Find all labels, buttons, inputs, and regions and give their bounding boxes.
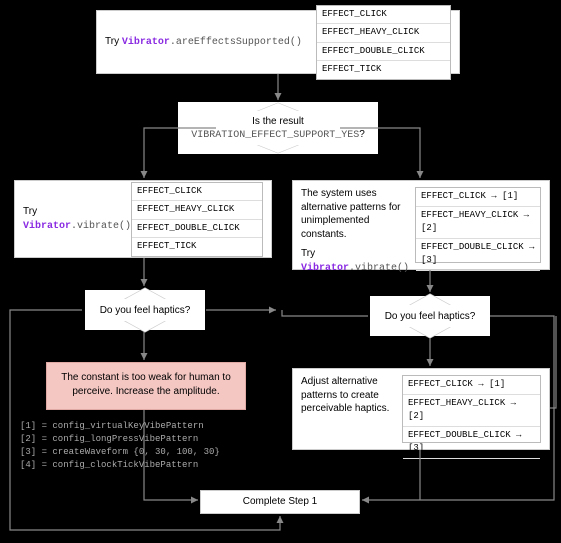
mv: [2] [408,411,424,421]
mk: EFFECT_HEAVY_CLICK [421,210,518,220]
decision-support-text: Is the result VIBRATION_EFFECT_SUPPORT_Y… [187,111,369,146]
map-row: EFFECT_TICK →[4] [416,271,540,289]
adjust-text: Adjust alternative patterns to create pe… [301,375,396,443]
mk: EFFECT_CLICK [421,191,486,201]
lbl: Try [301,248,315,259]
effects-map-2: EFFECT_CLICK → [1] EFFECT_HEAVY_CLICK → … [402,375,541,443]
effect-row: EFFECT_TICK [132,238,262,256]
mv: [1] [489,379,505,389]
mv: [1] [502,191,518,201]
effects-list-1: EFFECT_CLICK EFFECT_HEAVY_CLICK EFFECT_D… [316,5,451,80]
legend-4: [4] = config_clockTickVibePattern [20,459,220,472]
lbl: .vibrate() [71,221,131,232]
mv: [4] [478,462,494,472]
effect-row: EFFECT_DOUBLE_CLICK [132,220,262,239]
right-text: The system uses alternative patterns for… [301,187,409,263]
effect-row: EFFECT_CLICK [317,6,450,25]
map-row: EFFECT_CLICK → [1] [416,188,540,207]
lbl: Vibrator [301,263,349,274]
dec1-q: ? [359,129,365,140]
map-row: EFFECT_HEAVY_CLICK → [2] [416,207,540,239]
mv: [2] [421,223,437,233]
mk: EFFECT_TICK [421,274,480,284]
node-complete: Complete Step 1 [200,490,360,514]
decision-left-haptics: Do you feel haptics? [85,290,205,330]
dec1-line1: Is the result [252,116,304,127]
effects-list-2: EFFECT_CLICK EFFECT_HEAVY_CLICK EFFECT_D… [131,182,263,257]
mv: [4] [491,274,507,284]
legend-3: [3] = createWaveform {0, 30, 100, 30} [20,446,220,459]
try-supported-text: Try Vibrator.areEffectsSupported() [105,35,316,50]
legend: [1] = config_virtualKeyVibePattern [2] =… [20,420,220,472]
effect-row: EFFECT_CLICK [132,183,262,202]
map-row: EFFECT_DOUBLE_CLICK → [3] [416,239,540,271]
dec1-line2: VIBRATION_EFFECT_SUPPORT_YES [191,130,359,141]
effects-map-1: EFFECT_CLICK → [1] EFFECT_HEAVY_CLICK → … [415,187,541,263]
mv: [3] [421,255,437,265]
node-adjust: Adjust alternative patterns to create pe… [292,368,550,450]
map-row: EFFECT_HEAVY_CLICK → [2] [403,395,540,427]
mv: [3] [408,443,424,453]
legend-1: [1] = config_virtualKeyVibePattern [20,420,220,433]
mk: EFFECT_DOUBLE_CLICK [421,242,524,252]
node-left-vibrate: Try Vibrator.vibrate() EFFECT_CLICK EFFE… [14,180,272,258]
effect-row: EFFECT_HEAVY_CLICK [132,201,262,220]
lbl-method: .areEffectsSupported() [170,37,302,48]
map-row: EFFECT_DOUBLE_CLICK → [3] [403,427,540,459]
effect-row: EFFECT_TICK [317,61,450,79]
mk: EFFECT_DOUBLE_CLICK [408,430,511,440]
lbl-class: Vibrator [122,37,170,48]
node-try-supported: Try Vibrator.areEffectsSupported() EFFEC… [96,10,460,74]
node-warning: The constant is too weak for human to pe… [46,362,246,410]
map-row: EFFECT_CLICK → [1] [403,376,540,395]
node-right-vibrate: The system uses alternative patterns for… [292,180,550,270]
map-row: EFFECT_TICK →[4] [403,459,540,477]
right-desc: The system uses alternative patterns for… [301,187,409,241]
lbl: Vibrator [23,221,71,232]
complete-text: Complete Step 1 [243,496,318,507]
decision-support: Is the result VIBRATION_EFFECT_SUPPORT_Y… [178,102,378,154]
mk: EFFECT_HEAVY_CLICK [408,398,505,408]
effect-row: EFFECT_HEAVY_CLICK [317,24,450,43]
mk: EFFECT_CLICK [408,379,473,389]
warning-text: The constant is too weak for human to pe… [61,372,231,397]
legend-2: [2] = config_longPressVibePattern [20,433,220,446]
lbl-try: Try [105,36,122,47]
left-text: Try Vibrator.vibrate() [23,205,131,233]
lbl: Try [23,206,37,217]
decision-right-text: Do you feel haptics? [381,306,480,327]
lbl: .vibrate() [349,263,409,274]
decision-right-haptics: Do you feel haptics? [370,296,490,336]
effect-row: EFFECT_DOUBLE_CLICK [317,43,450,62]
mk: EFFECT_TICK [408,462,467,472]
decision-left-text: Do you feel haptics? [96,300,195,321]
